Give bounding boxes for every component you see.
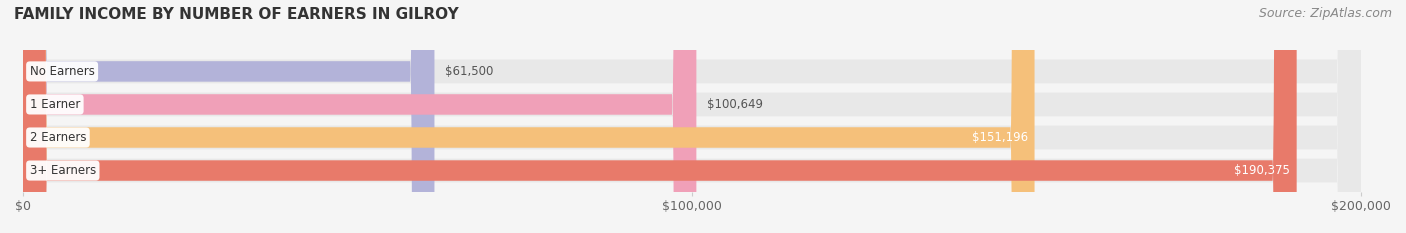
FancyBboxPatch shape [22, 0, 1361, 233]
Text: 2 Earners: 2 Earners [30, 131, 86, 144]
FancyBboxPatch shape [22, 0, 1361, 233]
Text: $61,500: $61,500 [446, 65, 494, 78]
Text: Source: ZipAtlas.com: Source: ZipAtlas.com [1258, 7, 1392, 20]
FancyBboxPatch shape [22, 0, 1296, 233]
Text: 1 Earner: 1 Earner [30, 98, 80, 111]
Text: $151,196: $151,196 [972, 131, 1028, 144]
FancyBboxPatch shape [22, 0, 1361, 233]
Text: $190,375: $190,375 [1234, 164, 1289, 177]
Text: 3+ Earners: 3+ Earners [30, 164, 96, 177]
Text: FAMILY INCOME BY NUMBER OF EARNERS IN GILROY: FAMILY INCOME BY NUMBER OF EARNERS IN GI… [14, 7, 458, 22]
FancyBboxPatch shape [22, 0, 696, 233]
FancyBboxPatch shape [22, 0, 434, 233]
FancyBboxPatch shape [22, 0, 1361, 233]
Text: $100,649: $100,649 [707, 98, 763, 111]
FancyBboxPatch shape [22, 0, 1035, 233]
Text: No Earners: No Earners [30, 65, 94, 78]
